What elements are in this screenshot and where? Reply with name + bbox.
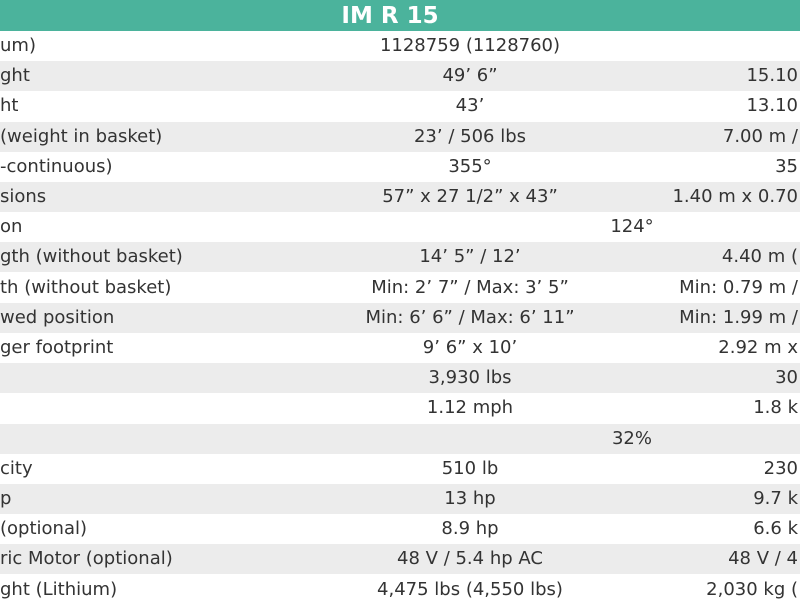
table-row: 1.12 mph 1.8 k — [0, 393, 800, 423]
header-title: IM R 15 — [341, 3, 439, 29]
table-row: on 124° — [0, 212, 800, 242]
imperial-value: Min: 2’ 7” / Max: 3’ 5” — [371, 276, 569, 298]
imperial-value: Min: 6’ 6” / Max: 6’ 11” — [365, 306, 575, 328]
metric-value: 35 — [775, 155, 798, 177]
metric-value: 7.00 m / — [722, 125, 798, 147]
metric-value: 6.6 k — [753, 518, 798, 540]
imperial-value: 57” x 27 1/2” x 43” — [382, 186, 558, 207]
metric-value: 48 V / 4 — [728, 548, 798, 570]
table-row: (optional) 8.9 hp 6.6 k — [0, 514, 800, 544]
imperial-value: 1.12 mph — [426, 397, 514, 419]
row-label: sions — [0, 186, 47, 207]
table-row: (weight in basket) 23’ / 506 lbs 7.00 m / — [0, 121, 800, 152]
row-label: -continuous) — [0, 155, 113, 177]
shared-value: 32% — [611, 427, 652, 449]
table-row: ger footprint 9’ 6” x 10’ 2.92 m x — [0, 333, 800, 363]
table-row: ght (Lithium) 4,475 lbs (4,550 lbs) 2,030 … — [0, 575, 800, 605]
table-row: gth (without basket) 14’ 5” / 12’ 4.40 m ( — [0, 242, 800, 273]
metric-value: 4.40 m ( — [721, 246, 798, 268]
table-header: IM R 15 — [0, 0, 800, 31]
row-label: um) — [0, 35, 36, 56]
metric-value: 30 — [775, 367, 798, 389]
row-label: p — [0, 488, 12, 509]
row-label: on — [0, 216, 23, 238]
imperial-value: 4,475 lbs (4,550 lbs) — [377, 578, 563, 600]
row-label: (weight in basket) — [0, 125, 163, 147]
table-row: wed position Min: 6’ 6” / Max: 6’ 11” Min:… — [0, 302, 800, 333]
row-label: th (without basket) — [0, 276, 172, 298]
imperial-value: 49’ 6” — [442, 65, 498, 87]
table-row: th (without basket) Min: 2’ 7” / Max: 3’ … — [0, 273, 800, 303]
table-row: ht 43’ 13.10 — [0, 91, 800, 121]
row-label: city — [0, 457, 33, 479]
table-row: 32% — [0, 423, 800, 454]
metric-value: Min: 0.79 m / — [679, 276, 798, 298]
metric-value: 230 — [763, 457, 798, 479]
table-row: city 510 lb 230 — [0, 454, 800, 484]
imperial-value: 48 V / 5.4 hp AC — [397, 548, 543, 570]
metric-value: 1.8 k — [753, 397, 798, 419]
table-row: sions 57” x 27 1/2” x 43” 1.40 m x 0.70 — [0, 182, 800, 212]
row-label: ght — [0, 65, 30, 87]
row-label: gth (without basket) — [0, 246, 183, 268]
row-label: ger footprint — [0, 337, 114, 358]
imperial-value: 43’ — [455, 95, 485, 117]
row-label: ric Motor (optional) — [0, 548, 173, 570]
metric-value: 1.40 m x 0.70 — [672, 186, 798, 207]
shared-value: 124° — [610, 216, 654, 238]
imperial-value: 355° — [448, 155, 492, 177]
imperial-value: 14’ 5” / 12’ — [419, 246, 521, 268]
metric-value: Min: 1.99 m / — [679, 306, 798, 328]
table-row: ght 49’ 6” 15.10 — [0, 61, 800, 92]
metric-value: 2.92 m x — [718, 337, 798, 358]
imperial-value: 8.9 hp — [441, 518, 499, 540]
imperial-value: 9’ 6” x 10’ — [422, 337, 518, 358]
imperial-value: 3,930 lbs — [428, 367, 512, 389]
table-row: -continuous) 355° 35 — [0, 152, 800, 182]
row-label: (optional) — [0, 518, 87, 540]
row-label: ht — [0, 95, 19, 117]
row-label: ght (Lithium) — [0, 578, 118, 600]
imperial-value: 13 hp — [444, 488, 496, 509]
table-row: um) 1128759 (1128760) — [0, 31, 800, 61]
table-row: ric Motor (optional) 48 V / 5.4 hp AC 48 V… — [0, 544, 800, 575]
table-row: p 13 hp 9.7 k — [0, 484, 800, 514]
metric-value: 2,030 kg ( — [706, 578, 798, 600]
metric-value: 15.10 — [746, 65, 798, 87]
imperial-value: 510 lb — [441, 457, 499, 479]
metric-value: 13.10 — [746, 95, 798, 117]
imperial-value: 1128759 (1128760) — [379, 35, 561, 56]
metric-value: 9.7 k — [753, 488, 798, 509]
row-label: wed position — [0, 306, 115, 328]
table-row: 3,930 lbs 30 — [0, 363, 800, 394]
imperial-value: 23’ / 506 lbs — [413, 125, 527, 147]
